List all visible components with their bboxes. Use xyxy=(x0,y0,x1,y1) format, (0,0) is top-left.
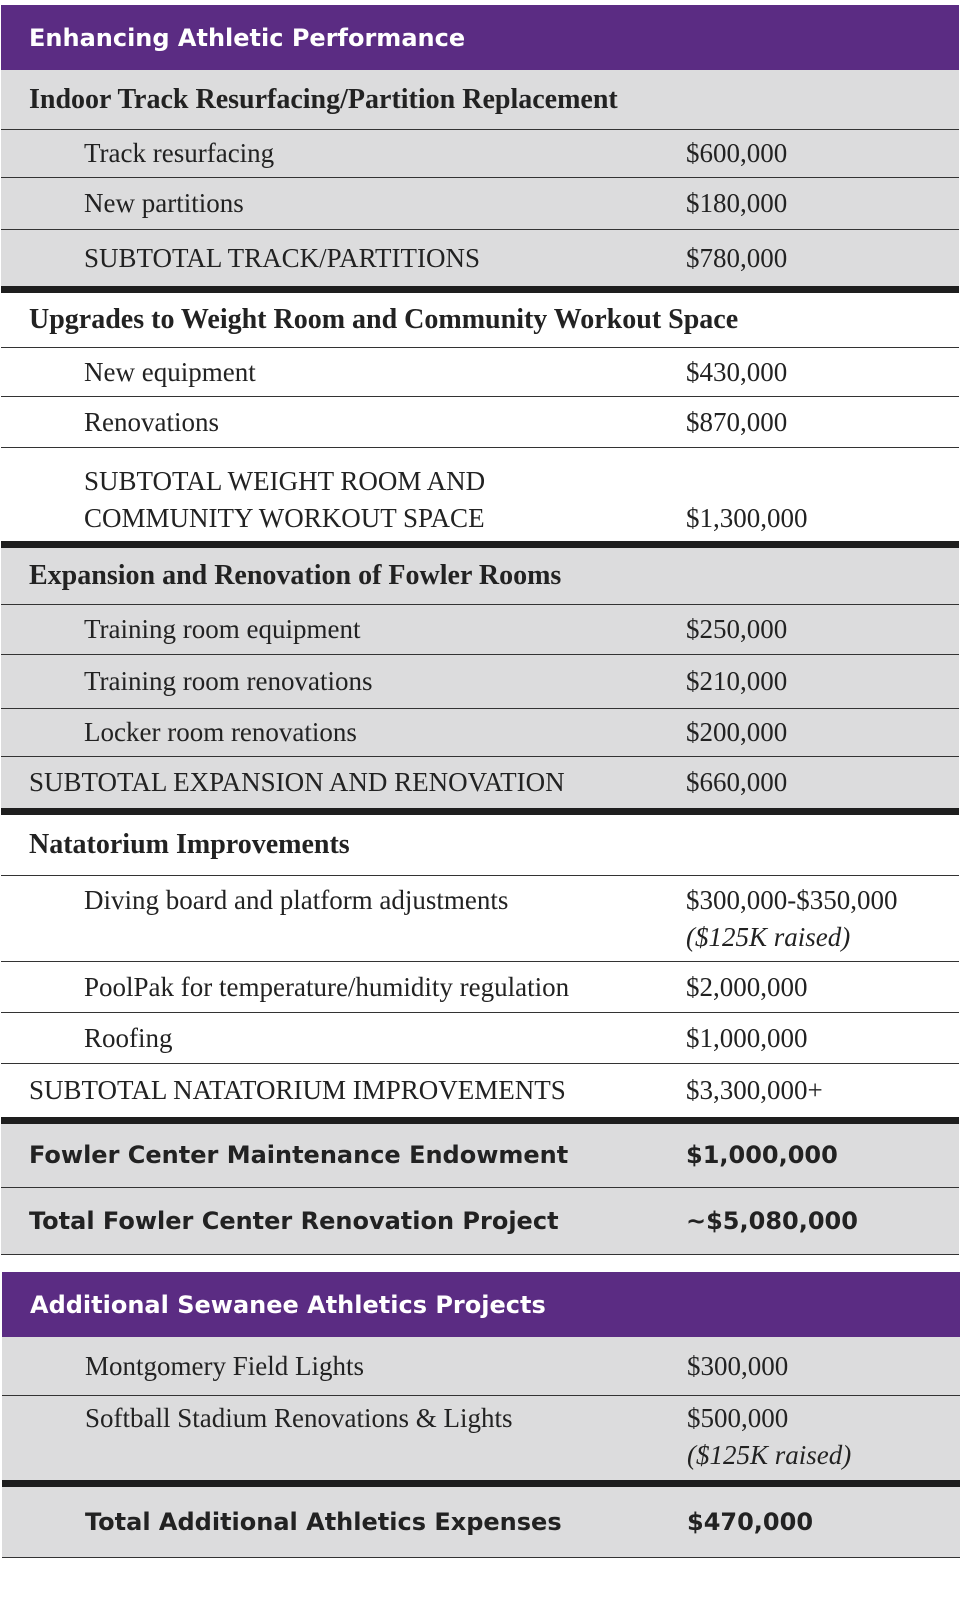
amount: $500,000 xyxy=(687,1403,789,1433)
row-value: $180,000 xyxy=(686,185,787,222)
line-item: Diving board and platform adjustments $30… xyxy=(1,876,959,962)
amount: $300,000-$350,000 xyxy=(686,885,898,915)
row-value: $660,000 xyxy=(686,764,787,801)
subtotal-row: SUBTOTAL NATATORIUM IMPROVEMENTS $3,300,0… xyxy=(1,1064,959,1124)
heading-text: Natatorium Improvements xyxy=(29,829,350,860)
row-label: PoolPak for temperature/humidity regulat… xyxy=(84,971,570,1002)
amount: ~$5,080,000 xyxy=(686,1206,858,1235)
row-value: ~$5,080,000 xyxy=(686,1203,858,1240)
row-label: SUBTOTAL NATATORIUM IMPROVEMENTS xyxy=(29,1075,566,1105)
line-item: Montgomery Field Lights $300,000 xyxy=(2,1337,960,1396)
line-item: Track resurfacing $600,000 xyxy=(1,130,959,178)
amount: $600,000 xyxy=(686,138,788,168)
total-row: Total Additional Athletics Expenses $470,… xyxy=(2,1487,960,1558)
amount: $1,000,000 xyxy=(686,1022,808,1053)
amount: $300,000 xyxy=(687,1350,789,1381)
amount: $3,300,000+ xyxy=(686,1075,823,1105)
subtotal-row: SUBTOTAL EXPANSION AND RENOVATION $660,00… xyxy=(1,757,959,815)
row-label: SUBTOTAL EXPANSION AND RENOVATION xyxy=(29,767,565,797)
row-value: $1,300,000 xyxy=(686,500,808,537)
amount: $1,300,000 xyxy=(686,503,808,533)
line-item: Renovations $870,000 xyxy=(1,397,959,448)
row-value: $780,000 xyxy=(686,240,787,277)
row-value: $500,000 ($125K raised) xyxy=(687,1400,851,1474)
row-value: $300,000 xyxy=(687,1348,788,1385)
subtotal-row: SUBTOTAL WEIGHT ROOM AND COMMUNITY WORKO… xyxy=(1,448,959,548)
athletic-performance-table: Enhancing Athletic Performance Indoor Tra… xyxy=(1,5,959,1255)
row-value: $1,000,000 xyxy=(686,1020,808,1057)
title-text: Enhancing Athletic Performance xyxy=(29,23,466,52)
row-label: Locker room renovations xyxy=(84,717,357,747)
amount: $470,000 xyxy=(687,1507,814,1536)
row-value: $200,000 xyxy=(686,714,787,751)
amount: $2,000,000 xyxy=(686,971,808,1002)
line-item: Training room renovations $210,000 xyxy=(1,655,959,709)
row-label: Diving board and platform adjustments xyxy=(84,885,509,915)
row-value: $430,000 xyxy=(686,354,787,391)
row-label: Track resurfacing xyxy=(84,138,275,168)
row-label: Softball Stadium Renovations & Lights xyxy=(85,1403,513,1433)
line-item: PoolPak for temperature/humidity regulat… xyxy=(1,962,959,1013)
section-heading: Natatorium Improvements xyxy=(1,815,959,876)
row-value: $2,000,000 xyxy=(686,969,808,1006)
amount: $210,000 xyxy=(686,666,788,696)
line-item: Roofing $1,000,000 xyxy=(1,1013,959,1064)
line-item: New partitions $180,000 xyxy=(1,178,959,230)
row-label: Training room renovations xyxy=(84,666,373,696)
row-value: $300,000-$350,000 ($125K raised) xyxy=(686,882,898,956)
table-title: Additional Sewanee Athletics Projects xyxy=(2,1272,960,1337)
heading-text: Indoor Track Resurfacing/Partition Repla… xyxy=(29,83,618,115)
section-heading: Expansion and Renovation of Fowler Rooms xyxy=(1,548,959,605)
amount: $180,000 xyxy=(686,188,788,218)
amount: $200,000 xyxy=(686,717,788,747)
subtotal-row: SUBTOTAL TRACK/PARTITIONS $780,000 xyxy=(1,230,959,293)
row-label: Training room equipment xyxy=(84,614,361,644)
row-label: SUBTOTAL TRACK/PARTITIONS xyxy=(84,242,481,273)
row-label: SUBTOTAL WEIGHT ROOM AND COMMUNITY WORKO… xyxy=(84,466,486,533)
raised-note: ($125K raised) xyxy=(686,922,851,952)
amount: $1,000,000 xyxy=(686,1141,838,1169)
row-label: Total Additional Athletics Expenses xyxy=(85,1507,562,1536)
amount: $870,000 xyxy=(686,406,788,437)
row-value: $1,000,000 xyxy=(686,1137,838,1174)
row-label: Renovations xyxy=(84,406,219,437)
total-row: Total Fowler Center Renovation Project ~$… xyxy=(1,1188,959,1255)
row-label: New partitions xyxy=(84,188,244,218)
line-item: New equipment $430,000 xyxy=(1,348,959,397)
table-title: Enhancing Athletic Performance xyxy=(1,5,959,70)
heading-text: Expansion and Renovation of Fowler Rooms xyxy=(29,560,562,591)
section-heading: Upgrades to Weight Room and Community Wo… xyxy=(1,293,959,348)
title-text: Additional Sewanee Athletics Projects xyxy=(30,1290,546,1319)
row-label: Fowler Center Maintenance Endowment xyxy=(29,1141,569,1169)
amount: $430,000 xyxy=(686,356,788,387)
row-label: Montgomery Field Lights xyxy=(85,1350,364,1381)
row-value: $210,000 xyxy=(686,663,787,700)
line-item: Softball Stadium Renovations & Lights $50… xyxy=(2,1396,960,1487)
additional-projects-table: Additional Sewanee Athletics Projects Mon… xyxy=(2,1272,960,1558)
line-item: Locker room renovations $200,000 xyxy=(1,709,959,757)
row-value: $870,000 xyxy=(686,404,787,441)
amount: $250,000 xyxy=(686,614,788,644)
amount: $780,000 xyxy=(686,242,788,273)
heading-text: Upgrades to Weight Room and Community Wo… xyxy=(29,304,739,335)
row-value: $600,000 xyxy=(686,135,787,172)
raised-note: ($125K raised) xyxy=(687,1440,852,1470)
section-heading: Indoor Track Resurfacing/Partition Repla… xyxy=(1,70,959,130)
row-value: $470,000 xyxy=(687,1504,813,1541)
row-label: Roofing xyxy=(84,1022,173,1053)
line-item: Training room equipment $250,000 xyxy=(1,605,959,655)
row-value: $250,000 xyxy=(686,611,787,648)
row-value: $3,300,000+ xyxy=(686,1072,823,1109)
total-row: Fowler Center Maintenance Endowment $1,00… xyxy=(1,1124,959,1188)
row-label: Total Fowler Center Renovation Project xyxy=(29,1206,559,1235)
amount: $660,000 xyxy=(686,767,788,797)
row-label: New equipment xyxy=(84,356,256,387)
